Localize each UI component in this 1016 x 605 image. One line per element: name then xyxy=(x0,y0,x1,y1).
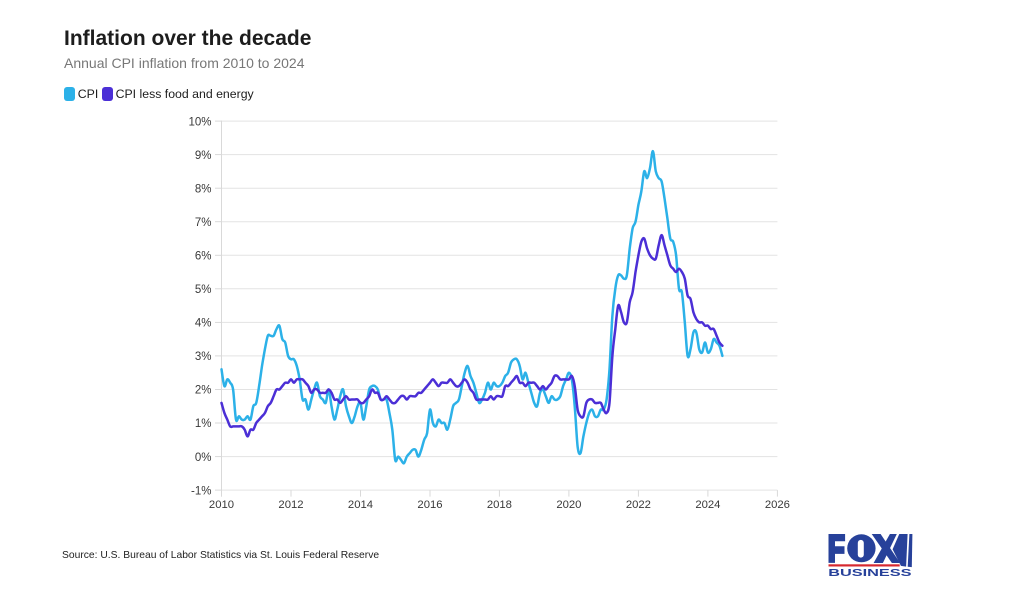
svg-text:7%: 7% xyxy=(195,217,212,229)
svg-text:2018: 2018 xyxy=(487,499,512,511)
svg-text:2012: 2012 xyxy=(278,499,303,511)
svg-text:4%: 4% xyxy=(195,318,212,330)
svg-text:2014: 2014 xyxy=(348,499,373,511)
svg-text:9%: 9% xyxy=(195,150,212,162)
svg-text:BUSINESS: BUSINESS xyxy=(828,568,911,579)
svg-text:3%: 3% xyxy=(195,351,212,363)
svg-text:1%: 1% xyxy=(195,418,212,430)
svg-text:2020: 2020 xyxy=(556,499,581,511)
svg-text:2010: 2010 xyxy=(209,499,234,511)
svg-text:2022: 2022 xyxy=(626,499,651,511)
svg-text:2026: 2026 xyxy=(765,499,790,511)
svg-text:0%: 0% xyxy=(195,452,212,464)
svg-text:2016: 2016 xyxy=(417,499,442,511)
svg-text:2024: 2024 xyxy=(695,499,720,511)
svg-text:6%: 6% xyxy=(195,251,212,263)
svg-text:2%: 2% xyxy=(195,385,212,397)
svg-text:5%: 5% xyxy=(195,284,212,296)
svg-text:10%: 10% xyxy=(188,116,211,128)
svg-text:-1%: -1% xyxy=(191,485,211,497)
svg-text:8%: 8% xyxy=(195,183,212,195)
